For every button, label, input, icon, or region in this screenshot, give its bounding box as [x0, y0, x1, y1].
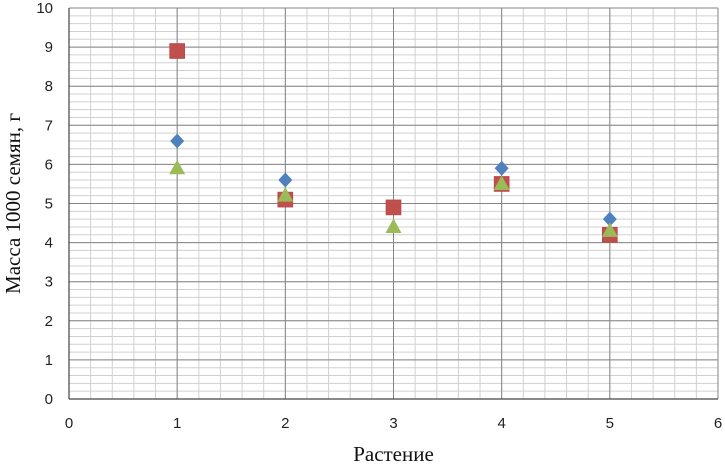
y-tick-label: 1 — [45, 352, 53, 369]
y-tick-label: 7 — [45, 117, 53, 134]
y-tick-label: 5 — [45, 196, 53, 213]
square-marker — [169, 43, 185, 59]
x-tick-label: 5 — [606, 415, 614, 432]
diamond-marker — [278, 172, 293, 188]
y-tick-label: 6 — [45, 156, 53, 173]
y-tick-label: 4 — [45, 235, 53, 252]
triangle-marker — [277, 187, 294, 202]
x-tick-label: 1 — [173, 415, 181, 432]
y-tick-label: 2 — [45, 313, 53, 330]
y-tick-label: 10 — [36, 0, 53, 17]
x-axis-title: Растение — [353, 442, 434, 466]
diamond-marker — [170, 133, 185, 149]
square-marker — [385, 199, 402, 216]
y-axis-title: Масса 1000 семян, г — [1, 113, 25, 294]
tick-labels: 0 1 2 3 4 5 6 0 1 2 3 4 5 6 7 8 9 10 — [36, 0, 722, 432]
triangle-marker — [493, 175, 510, 190]
y-tick-label: 9 — [45, 39, 53, 56]
axes — [68, 8, 718, 400]
y-tick-label: 0 — [45, 391, 53, 408]
x-tick-label: 0 — [65, 415, 73, 432]
y-tick-label: 8 — [45, 78, 53, 95]
triangle-marker — [385, 218, 402, 233]
x-tick-label: 2 — [281, 415, 289, 432]
diamond-marker — [602, 211, 617, 227]
triangle-marker — [601, 222, 618, 237]
triangle-marker — [169, 159, 186, 175]
x-tick-label: 6 — [714, 415, 722, 432]
y-tick-label: 3 — [45, 274, 53, 291]
diamond-marker — [494, 160, 509, 176]
x-tick-label: 3 — [389, 415, 397, 432]
x-tick-label: 4 — [497, 415, 505, 432]
data-markers — [169, 43, 618, 243]
